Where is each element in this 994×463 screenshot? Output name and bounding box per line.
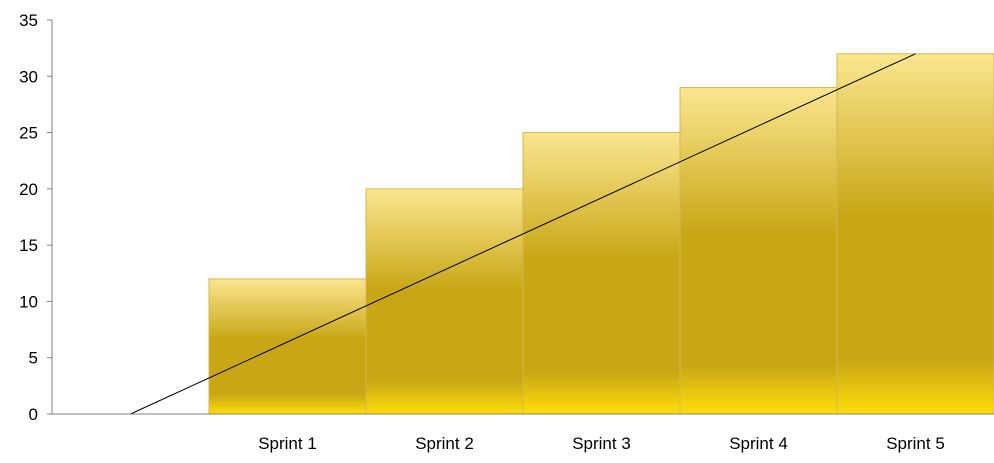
bar-sprint-4 <box>679 87 838 415</box>
x-tick-label: Sprint 2 <box>415 434 474 453</box>
y-tick-label: 5 <box>29 349 38 368</box>
bar-sprint-1 <box>208 278 367 415</box>
y-tick-label: 10 <box>19 292 38 311</box>
x-tick-label: Sprint 5 <box>886 434 945 453</box>
x-tick-label: Sprint 4 <box>729 434 788 453</box>
y-tick-labels: 0 5 10 15 20 25 30 35 <box>19 11 38 424</box>
y-tick-label: 0 <box>29 405 38 424</box>
x-tick-labels: Sprint 1 Sprint 2 Sprint 3 Sprint 4 Sprint 5 <box>258 434 945 453</box>
y-tick-label: 35 <box>19 11 38 30</box>
y-tick-label: 15 <box>19 236 38 255</box>
y-tick-label: 20 <box>19 180 38 199</box>
y-tick-label: 30 <box>19 67 38 86</box>
x-tick-label: Sprint 3 <box>572 434 631 453</box>
bar-sprint-3 <box>522 132 681 415</box>
axes-group <box>47 19 994 415</box>
bars-group <box>208 53 994 415</box>
trend-line <box>130 53 916 415</box>
bar-sprint-2 <box>365 188 524 415</box>
y-tick-label: 25 <box>19 124 38 143</box>
x-tick-label: Sprint 1 <box>258 434 317 453</box>
bar-sprint-5 <box>836 53 994 415</box>
